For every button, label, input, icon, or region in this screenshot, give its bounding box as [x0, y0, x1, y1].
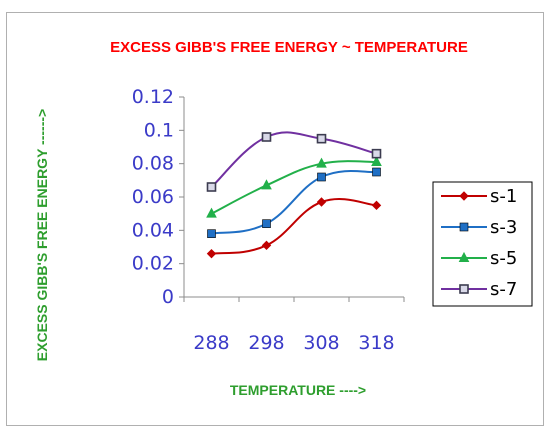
data-point-s-3 — [372, 167, 381, 177]
series-s-3 — [207, 167, 381, 238]
legend-marker-s-5 — [458, 251, 470, 262]
data-point-s-5 — [371, 155, 382, 166]
data-point-s-7 — [206, 182, 217, 192]
x-tick-label: 298 — [248, 332, 284, 354]
data-point-s-5 — [316, 157, 327, 168]
data-point-s-3 — [317, 172, 326, 182]
data-point-s-1 — [206, 248, 217, 259]
data-point-s-1 — [261, 240, 272, 251]
data-point-s-7 — [371, 148, 382, 159]
legend-box — [432, 181, 533, 307]
y-tick-label: 0.1 — [144, 119, 174, 141]
x-tick-label: 288 — [193, 332, 229, 354]
y-tick-label: 0 — [162, 286, 174, 308]
plot-area — [206, 131, 382, 259]
series-line-s-7 — [210, 131, 377, 188]
x-tick-label: 318 — [358, 332, 394, 354]
data-point-s-7 — [316, 133, 327, 144]
series-s-5 — [206, 155, 382, 218]
legend-label-s-1: s-1 — [490, 186, 517, 207]
y-tick-label: 0.12 — [132, 86, 174, 108]
x-tick-label: 308 — [303, 332, 339, 354]
legend-label-s-7: s-7 — [490, 279, 517, 300]
data-point-s-1 — [371, 200, 382, 211]
data-point-s-1 — [316, 197, 327, 207]
legend-marker-s-3 — [459, 222, 469, 232]
x-axis-title: TEMPERATURE ----> — [230, 382, 366, 398]
series-line-s-3 — [211, 170, 377, 235]
series-line-s-1 — [211, 198, 377, 255]
y-tick-label: 0.08 — [132, 153, 174, 175]
legend-label-s-3: s-3 — [490, 217, 517, 238]
data-point-s-5 — [261, 179, 272, 190]
data-point-s-5 — [206, 207, 217, 218]
data-point-s-7 — [261, 132, 272, 142]
data-point-s-3 — [262, 219, 271, 228]
y-tick-label: 0.04 — [132, 219, 174, 241]
y-tick-label: 0.02 — [132, 253, 174, 275]
y-axis-title-text: EXCESS GIBB'S FREE ENERGY ------> — [34, 109, 50, 361]
series-s-7 — [206, 131, 382, 192]
y-axis-title: EXCESS GIBB'S FREE ENERGY ------> — [34, 109, 50, 361]
series-s-1 — [206, 197, 382, 259]
y-tick-label: 0.06 — [132, 186, 174, 208]
legend-marker-s-1 — [459, 191, 469, 201]
axes: 0 0.02 0.04 0.06 0.08 0.1 0.12 288 298 308 318 — [132, 86, 405, 354]
data-point-s-3 — [207, 229, 216, 238]
legend: s-1 s-3 s-5 s-7 — [432, 181, 533, 307]
series-line-s-5 — [211, 160, 377, 215]
legend-marker-s-7 — [459, 284, 469, 294]
chart-title: EXCESS GIBB'S FREE ENERGY ~ TEMPERATURE — [110, 39, 468, 56]
legend-label-s-5: s-5 — [490, 248, 517, 269]
